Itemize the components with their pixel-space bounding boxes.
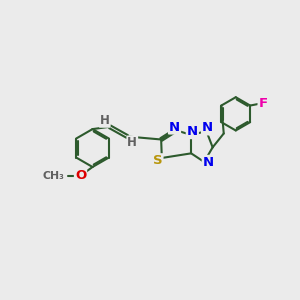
Text: H: H [100,114,110,127]
Text: N: N [169,121,180,134]
Text: CH₃: CH₃ [43,171,64,181]
Text: O: O [75,169,86,182]
Text: N: N [202,122,213,134]
Text: S: S [153,154,163,167]
Text: N: N [187,125,198,138]
Text: H: H [127,136,137,149]
Text: N: N [203,156,214,169]
Text: F: F [259,97,268,110]
